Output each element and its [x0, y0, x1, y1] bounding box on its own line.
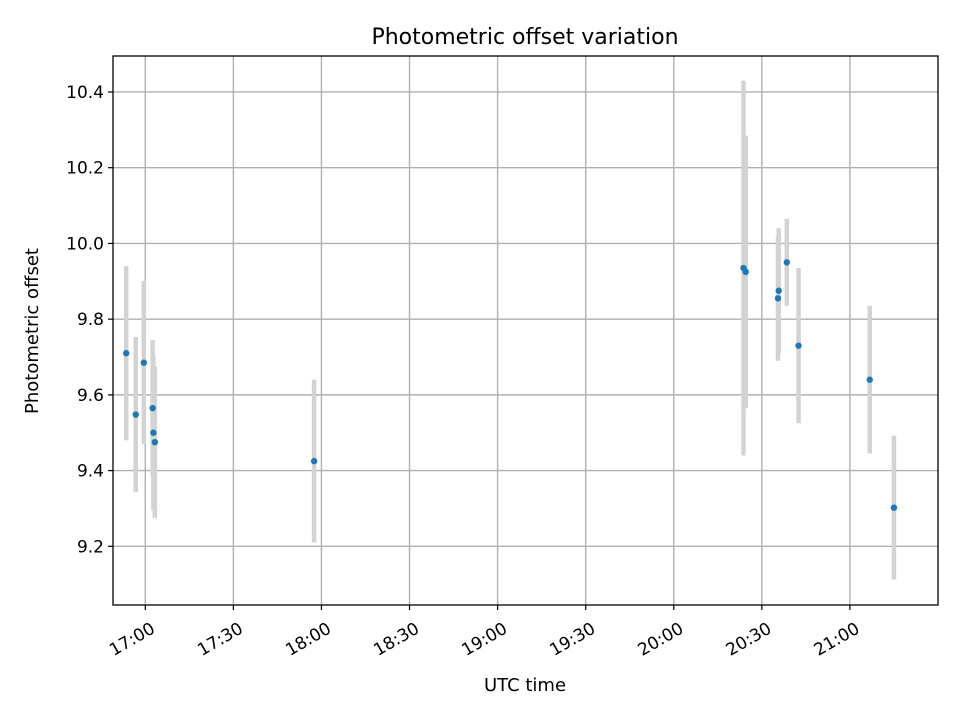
plot-frame	[112, 55, 939, 606]
y-axis-ticks: 9.2 9.4 9.6 9.8 10.0 10.2 10.4	[66, 83, 113, 557]
data-point	[151, 438, 159, 446]
x-axis-label: UTC time	[484, 675, 566, 696]
data-point	[310, 457, 318, 465]
y-tick-label: 9.4	[77, 462, 104, 482]
data-point	[775, 287, 782, 294]
y-tick-label: 10.2	[66, 159, 104, 179]
grid	[113, 56, 938, 605]
data-point	[150, 429, 157, 436]
data-point	[866, 376, 873, 383]
data-point	[774, 295, 782, 302]
y-tick-label: 9.6	[77, 386, 104, 406]
data-point	[795, 342, 802, 349]
data-point	[890, 504, 898, 511]
data-point	[132, 411, 139, 418]
data-points	[123, 259, 898, 511]
data-point	[123, 350, 130, 357]
y-tick-label: 9.2	[77, 537, 104, 557]
y-tick-label: 10.4	[66, 83, 104, 103]
data-point	[140, 359, 148, 366]
y-tick-label: 9.8	[77, 310, 104, 330]
data-point	[783, 259, 790, 266]
chart-title: Photometric offset variation	[371, 25, 678, 50]
data-point	[742, 268, 749, 276]
y-tick-label: 10.0	[66, 234, 104, 254]
y-axis-label: Photometric offset	[22, 248, 43, 414]
data-point	[149, 404, 156, 412]
